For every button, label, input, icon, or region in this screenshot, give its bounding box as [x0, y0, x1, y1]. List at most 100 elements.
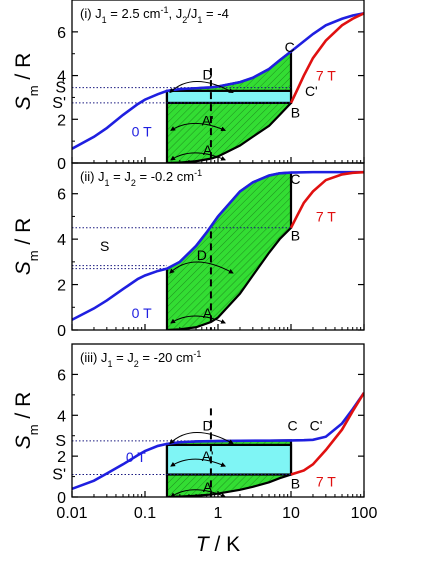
A-arrow — [170, 315, 226, 324]
title-middle: = 2.5 cm — [107, 6, 161, 21]
annotation-A: A — [203, 142, 213, 158]
x-tick-label: 100 — [351, 505, 378, 522]
x-tick-label: 1 — [214, 505, 223, 522]
A-arrow — [170, 152, 226, 161]
title-end: = -0.2 cm — [136, 169, 194, 184]
title-sup: -1 — [161, 5, 169, 15]
ylabel-base: S — [12, 435, 35, 449]
panel-title: (i) J1 = 2.5 cm-1, J2/J1 = -4 — [80, 5, 229, 25]
A-prime-arrow — [170, 122, 226, 132]
annotation-A: A — [203, 305, 213, 321]
annotation-D: D — [203, 418, 213, 434]
A-prime-arrow — [170, 458, 226, 467]
annotation-A-prime: A' — [202, 448, 214, 464]
y-symbol-label: S' — [52, 467, 66, 484]
panel-3: A A' D C C' B 0 T 7 T 0 2 4 6 S S' 0.01 0.1 1 10 100 (iii) … — [12, 343, 378, 556]
annotation-D: D — [203, 66, 213, 82]
title-sup: -1 — [193, 349, 201, 359]
annotation-C: C — [290, 171, 300, 187]
A-arrow — [170, 489, 226, 498]
title-sub: 1 — [107, 359, 112, 369]
series-label-0-t: 0 T — [132, 123, 152, 139]
y-tick-label: 4 — [57, 408, 66, 425]
annotation-B: B — [291, 228, 300, 244]
title-end: = -20 cm — [139, 350, 194, 365]
0-t-curve — [72, 170, 364, 321]
y-tick-label: 6 — [57, 187, 66, 204]
title-end: = -4 — [202, 6, 228, 21]
title-prefix: (iii) J — [80, 350, 107, 365]
title-slash: /J — [187, 6, 197, 21]
y-tick-label: 0 — [57, 156, 66, 173]
title-sub2: 2 — [131, 178, 136, 188]
annotation-C: C — [285, 39, 295, 55]
x-axis-label: T / K — [196, 533, 240, 556]
y-tick-label: 6 — [57, 367, 66, 384]
ylabel-rest: / R — [12, 218, 35, 251]
x-tick-label: 0.01 — [56, 505, 87, 522]
annotation-B: B — [291, 476, 300, 492]
y-tick-label: 0 — [57, 490, 66, 507]
annotation-A-prime: A' — [202, 112, 214, 128]
D-arrow — [169, 81, 234, 94]
x-tick-label: 10 — [282, 505, 300, 522]
ylabel-sub: m — [26, 250, 41, 261]
title-prefix: (ii) J — [80, 169, 105, 184]
cyan-cycle-rect — [165, 89, 293, 104]
ylabel-base: S — [12, 96, 35, 110]
title-sub: 1 — [102, 15, 107, 25]
annotation-B: B — [291, 105, 300, 121]
y-tick-label: 6 — [57, 25, 66, 42]
7-t-curve — [289, 170, 364, 229]
y-axis-label: Sm / R — [12, 218, 41, 276]
title-sub3: 1 — [197, 15, 202, 25]
y-symbol-label: S — [55, 433, 66, 450]
series-label-7-t: 7 T — [316, 68, 336, 84]
D-arrow — [169, 432, 234, 445]
x-tick-label: 0.1 — [134, 505, 156, 522]
ylabel-base: S — [12, 261, 35, 275]
y-tick-label: 4 — [57, 69, 66, 86]
0-t-curve — [72, 12, 364, 150]
7-t-curve — [289, 12, 364, 104]
ylabel-rest: / R — [12, 53, 35, 86]
green-cycle-region — [165, 49, 293, 163]
y-axis-label: Sm / R — [12, 53, 41, 111]
annotation-C-prime: C' — [310, 418, 323, 434]
title-sub2: 2 — [182, 15, 187, 25]
panel-title: (ii) J1 = J2 = -0.2 cm-1 — [80, 168, 202, 188]
annotation-D: D — [197, 247, 207, 263]
annotation-A: A — [203, 479, 213, 495]
series-label-0-t: 0 T — [126, 449, 146, 465]
annotation-C-prime: C' — [305, 83, 318, 99]
title-middle: = J — [110, 169, 131, 184]
title-sub2: 2 — [134, 359, 139, 369]
panel-title: (iii) J1 = J2 = -20 cm-1 — [80, 349, 201, 369]
y-tick-label: 0 — [57, 323, 66, 340]
annotation-C: C — [287, 418, 297, 434]
y-symbol-label: S — [55, 80, 66, 97]
xlabel-rest: / K — [209, 533, 241, 556]
title-sub: 1 — [105, 178, 110, 188]
y-symbol-label: S' — [52, 95, 66, 112]
title-after: , J — [169, 6, 183, 21]
xlabel-base: T — [196, 533, 211, 556]
y-tick-label: 2 — [57, 449, 66, 466]
y-tick-label: 4 — [57, 232, 66, 249]
ylabel-rest: / R — [12, 392, 35, 425]
y-axis-label: Sm / R — [12, 392, 41, 450]
series-label-7-t: 7 T — [316, 208, 336, 224]
y-tick-label: 2 — [57, 112, 66, 129]
title-sup: -1 — [194, 168, 202, 178]
y-tick-label: 2 — [57, 278, 66, 295]
ylabel-sub: m — [26, 424, 41, 435]
series-label-7-t: 7 T — [316, 474, 336, 490]
D-arrow — [169, 261, 234, 274]
7-t-curve — [290, 392, 364, 476]
title-middle: = J — [112, 350, 133, 365]
